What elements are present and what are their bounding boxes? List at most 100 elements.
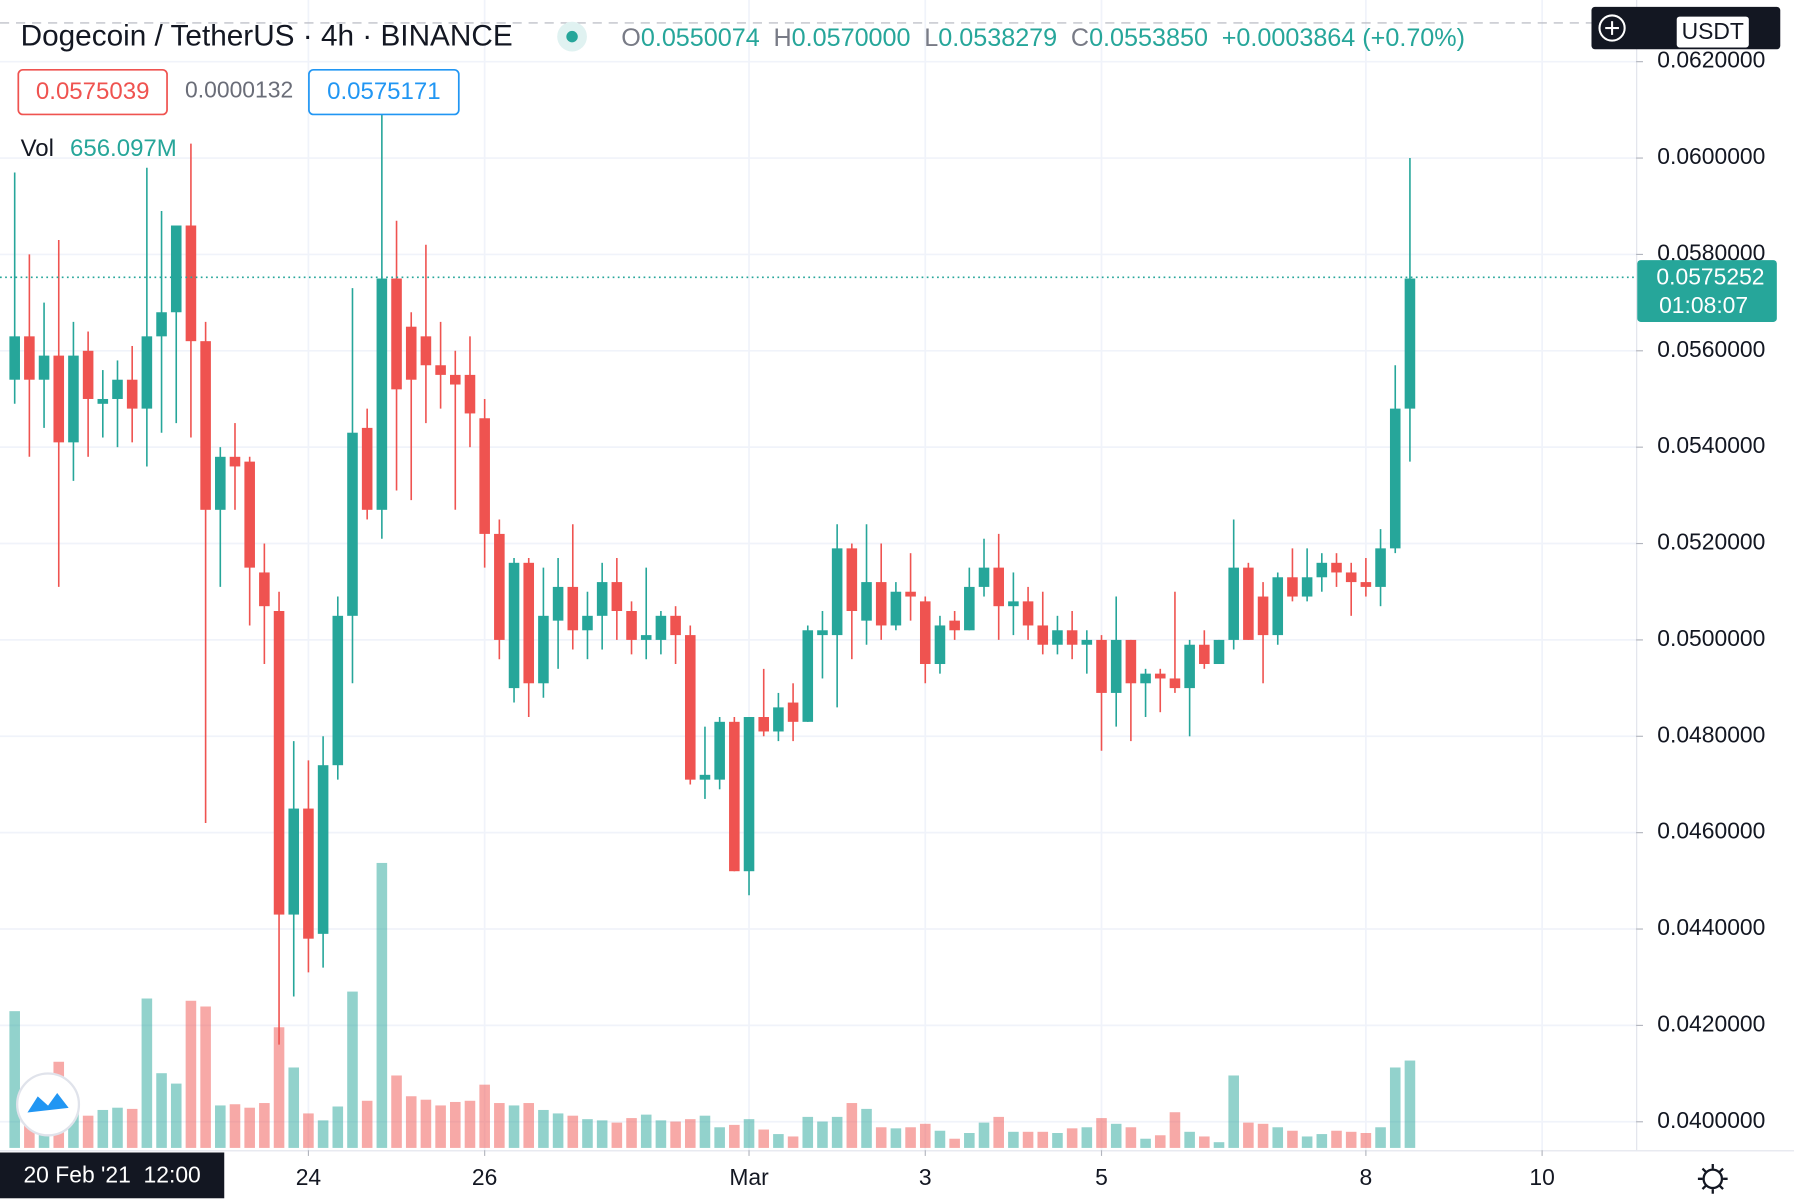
candle-body [1154,673,1166,679]
volume-bar [450,1101,461,1148]
volume-bar [523,1103,535,1148]
volume-bar [215,1105,226,1148]
ohlc-key: H [773,24,791,52]
volume-bar [714,1127,725,1148]
volume-bar [1243,1122,1254,1148]
volume-legend: Vol 656.097M [21,135,177,162]
candle-body [347,432,358,616]
candle-body [1199,644,1210,665]
y-tick-label: 0.0540000 [1657,432,1765,458]
price-axis-panel [1637,0,1794,1204]
candle-body [288,808,300,915]
candle-body [53,355,65,443]
candle-body [420,336,432,366]
y-tick-label: 0.0400000 [1657,1107,1765,1133]
candle-body [303,808,314,939]
volume-bar [1228,1075,1239,1148]
volume-bar [1154,1135,1166,1148]
volume-bar [1081,1127,1093,1148]
x-tick-label: 24 [296,1164,322,1190]
candle-body [1066,630,1078,645]
volume-bar [905,1127,916,1148]
ohlc-key: O [621,24,641,52]
x-tick-label: 8 [1360,1164,1373,1190]
volume-bar [949,1138,960,1148]
candle-body [714,721,725,780]
volume-bar [831,1116,843,1148]
volume-bar [802,1116,814,1148]
ask-price: 0.0575171 [327,78,441,105]
volume-bar [347,991,358,1148]
candle-body [1140,673,1151,684]
volume-bar [1301,1136,1313,1148]
logo-glyph [27,1092,69,1113]
y-tick-label: 0.0440000 [1657,914,1765,940]
candle-body [1345,572,1357,583]
volume-bar [670,1121,681,1148]
volume-bar [9,1011,20,1148]
candle-body [435,365,446,375]
candle-body [156,312,167,337]
volume-bar [1316,1134,1328,1148]
candle-body [1404,278,1416,409]
candle-body [670,615,681,636]
candle-body [1375,548,1386,587]
volume-bar [288,1067,300,1148]
candle-body [1125,639,1137,684]
volume-bar [126,1108,138,1148]
volume-bar [1213,1142,1225,1148]
candle-body [1287,577,1298,597]
volume-bar [229,1104,241,1148]
add-icon[interactable] [1598,14,1626,42]
candle-body [949,620,960,631]
candle-body [215,456,226,510]
currency-badge[interactable] [1675,15,1750,49]
candle-body [655,615,667,640]
volume-bar [303,1113,314,1148]
candle-body [875,582,887,626]
candle-body [112,379,123,399]
volume-bar [1389,1067,1401,1148]
candle-body [200,341,211,510]
candle-body [905,591,916,597]
settings-icon[interactable] [1702,1168,1724,1190]
volume-bar [1375,1127,1386,1148]
candle-body [273,611,285,915]
candle-body [523,562,535,684]
bid-box[interactable] [17,68,168,116]
candle-body [1331,562,1342,573]
candle-body [802,630,814,722]
candle-body [508,562,520,689]
candle-body [861,582,872,621]
volume-bar [1008,1131,1019,1148]
volume-bar [508,1105,520,1148]
candle-body [1228,567,1239,640]
volume-bar [773,1134,784,1148]
symbol-title: Dogecoin / TetherUS · 4h · BINANCE [21,20,513,53]
y-tick-label: 0.0560000 [1657,336,1765,362]
volume-value: 656.097M [70,135,177,162]
candle-body [259,572,270,607]
volume-bar [993,1116,1004,1148]
candle-body [993,567,1004,607]
candle-body [1389,408,1401,549]
candle-body [1022,601,1034,626]
candle-body [773,707,784,732]
candle-body [626,611,637,640]
candle-body [1316,562,1328,578]
volume-bar [978,1122,990,1148]
volume-bar [567,1115,579,1148]
volume-bar [861,1108,872,1148]
candle-body [185,225,197,342]
volume-bar [1096,1118,1107,1148]
candle-body [361,427,373,510]
candle-body [450,374,461,385]
candle-body [787,702,799,722]
volume-bar [82,1115,94,1148]
candle-body [1257,596,1269,636]
logo[interactable] [16,1072,81,1137]
ask-box[interactable] [308,68,460,116]
volume-bar [376,862,388,1148]
candle-body [831,548,843,636]
